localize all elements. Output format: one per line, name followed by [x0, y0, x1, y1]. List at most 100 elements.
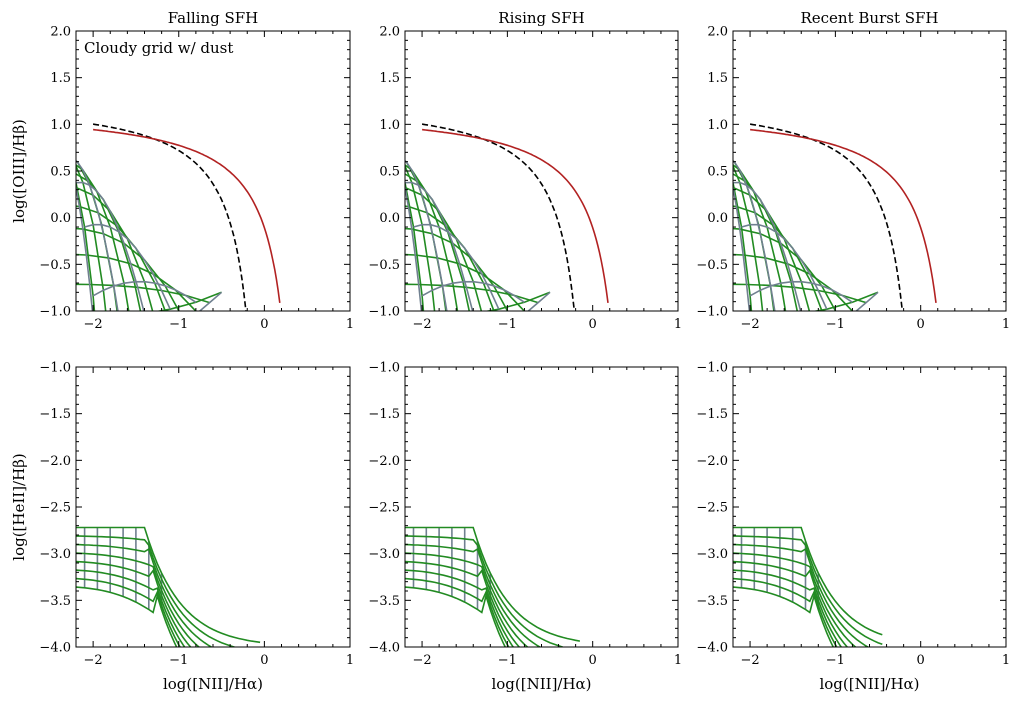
axes-frame — [404, 366, 679, 648]
x-tick-label: −1 — [826, 653, 845, 668]
kauffmann-line — [92, 123, 247, 311]
grid-line-metallicity — [733, 577, 838, 647]
y-tick-label: −1.0 — [39, 361, 71, 376]
y-tick-label: −3.5 — [39, 594, 71, 609]
kauffmann-line — [749, 123, 904, 311]
y-tick-label: −3.0 — [39, 547, 71, 562]
x-tick-label: −2 — [740, 653, 759, 668]
grid-line-ionization — [733, 183, 751, 311]
x-tick-label: −2 — [412, 653, 431, 668]
panel-3: −2 −1 0 1 −1.0 −0.5 0.0 0.5 1.0 1.5 2.0 Recent Burs… — [696, 9, 1010, 332]
grid-line-metallicity — [405, 164, 459, 311]
y-tick-label: −1.0 — [368, 361, 400, 376]
kewley-line — [750, 128, 937, 304]
x-tick-label: −1 — [498, 653, 517, 668]
y-tick-label: −1.5 — [696, 407, 728, 422]
y-tick-label: −1.5 — [39, 407, 71, 422]
y-tick-label: 1.5 — [707, 71, 728, 86]
axes-frame — [75, 30, 351, 312]
plot-area — [733, 123, 937, 311]
y-tick-label: 1.5 — [379, 71, 400, 86]
panel-4: −2 −1 0 1 −4.0 −3.5 −3.0 −2.5 −2.0 −1.5 −1.0 log([N… — [10, 361, 354, 694]
y-tick-label: −4.0 — [39, 641, 71, 656]
y-tick-label: −0.5 — [39, 258, 71, 273]
panel-title: Recent Burst SFH — [800, 9, 938, 27]
panel-title: Falling SFH — [168, 9, 259, 27]
plot-area — [76, 123, 281, 311]
grid-line-ionization — [405, 181, 474, 311]
grid-line-metallicity — [76, 535, 238, 647]
x-tick-label: −1 — [498, 317, 517, 332]
x-tick-label: 1 — [346, 317, 354, 332]
x-tick-label: 1 — [1002, 653, 1010, 668]
x-tick-label: −1 — [826, 317, 845, 332]
grid-line-ionization — [84, 223, 171, 310]
y-tick-label: −1.0 — [696, 305, 728, 320]
y-tick-label: 0.0 — [379, 211, 400, 226]
panel-title: Rising SFH — [498, 9, 584, 27]
x-axis-label: log([NII]/Hα) — [819, 675, 919, 693]
grid-line-metallicity — [733, 205, 823, 311]
grid-line-metallicity — [405, 552, 529, 647]
x-tick-label: 0 — [917, 317, 925, 332]
y-tick-label: 0.5 — [379, 165, 400, 180]
grid-line-ionization — [405, 183, 423, 311]
y-tick-label: −1.0 — [39, 305, 71, 320]
y-tick-label: 0.0 — [707, 211, 728, 226]
panel-2: −2 −1 0 1 −1.0 −0.5 0.0 0.5 1.0 1.5 2.0 Rising SFH — [368, 9, 682, 332]
grid-line-metallicity — [76, 227, 180, 311]
grid-line-metallicity — [733, 586, 835, 647]
grid-line-metallicity — [733, 526, 883, 636]
panel-5: −2 −1 0 1 −4.0 −3.5 −3.0 −2.5 −2.0 −1.5 −1.0 log([N… — [368, 361, 682, 694]
grid-line-ionization — [855, 291, 879, 311]
y-tick-label: 1.5 — [50, 71, 71, 86]
x-tick-label: −2 — [84, 653, 103, 668]
grid-line-metallicity — [405, 569, 515, 647]
grid-line-metallicity — [76, 164, 107, 311]
grid-line-metallicity — [405, 205, 495, 311]
grid-line-ionization — [405, 159, 448, 311]
y-tick-label: 2.0 — [707, 25, 728, 40]
panel-annotation: Cloudy grid w/ dust — [84, 39, 233, 57]
y-tick-label: −4.0 — [696, 641, 728, 656]
y-tick-label: −3.0 — [368, 547, 400, 562]
grid-line-metallicity — [733, 283, 867, 304]
grid-line-metallicity — [405, 535, 566, 647]
y-tick-label: −2.0 — [39, 454, 71, 469]
y-axis-label: log([HeII]/Hβ) — [10, 453, 28, 560]
x-tick-label: 0 — [260, 317, 268, 332]
y-tick-label: −4.0 — [368, 641, 400, 656]
y-tick-label: −1.0 — [696, 361, 728, 376]
kauffmann-line — [421, 123, 576, 311]
x-tick-label: −2 — [740, 317, 759, 332]
grid-line-metallicity — [76, 186, 154, 311]
grid-line-ionization — [198, 291, 223, 311]
y-tick-label: 1.0 — [707, 118, 728, 133]
grid-line-ionization — [413, 223, 500, 310]
kewley-line — [422, 128, 609, 304]
x-axis-label: log([NII]/Hα) — [491, 675, 591, 693]
grid-line-metallicity — [76, 586, 178, 647]
plot-area — [405, 123, 609, 311]
x-tick-label: −1 — [169, 317, 188, 332]
y-tick-label: 0.5 — [707, 165, 728, 180]
grid-line-metallicity — [76, 205, 167, 311]
x-tick-label: −1 — [169, 653, 188, 668]
axes-frame — [75, 366, 351, 648]
grid-line-ionization — [76, 181, 145, 311]
y-tick-label: −2.5 — [368, 501, 400, 516]
axes-frame — [732, 366, 1007, 648]
y-tick-label: −2.0 — [368, 454, 400, 469]
y-tick-label: −1.0 — [368, 305, 400, 320]
x-axis-label: log([NII]/Hα) — [163, 675, 263, 693]
x-tick-label: 1 — [674, 317, 682, 332]
grid-line-metallicity — [155, 291, 222, 311]
grid-line-metallicity — [483, 291, 551, 311]
grid-line-metallicity — [733, 227, 837, 311]
x-tick-label: 0 — [917, 653, 925, 668]
grid-line-metallicity — [733, 569, 843, 647]
y-tick-label: −0.5 — [696, 258, 728, 273]
grid-line-metallicity — [405, 186, 483, 311]
plot-area — [405, 526, 581, 647]
